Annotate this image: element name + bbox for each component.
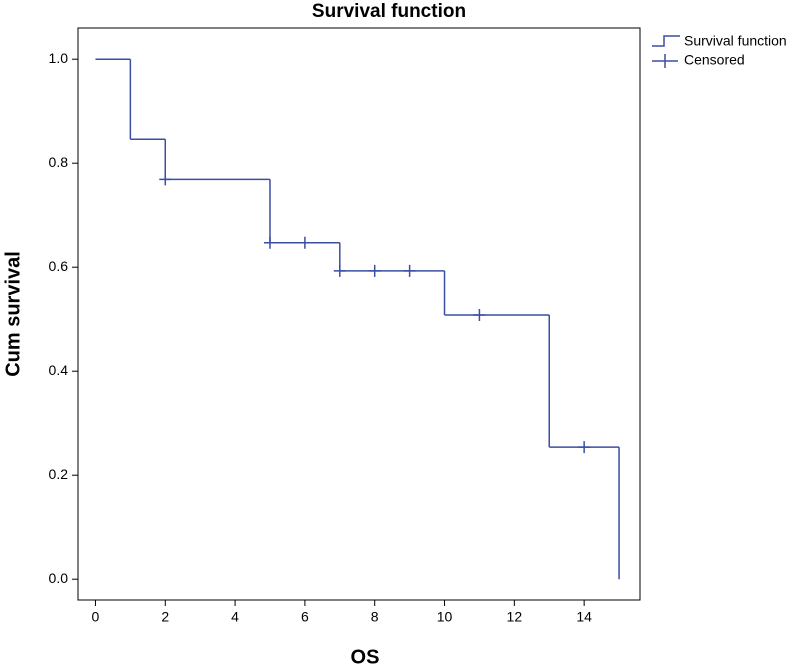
censored-mark	[298, 236, 311, 249]
legend-label: Survival function	[684, 33, 787, 49]
y-tick-label: 0.2	[49, 466, 69, 482]
chart-title: Survival function	[312, 1, 466, 22]
censored-mark	[473, 309, 486, 322]
x-tick-label: 10	[437, 609, 453, 625]
y-tick-label: 0.8	[49, 154, 69, 170]
censored-mark	[368, 264, 381, 277]
x-tick-label: 4	[231, 609, 239, 625]
survival-step	[269, 179, 340, 244]
survival-step	[548, 315, 620, 448]
survival-step	[129, 59, 166, 141]
survival-step	[443, 270, 550, 316]
censored-mark	[263, 236, 276, 249]
x-tick-label: 14	[576, 609, 592, 625]
x-tick-label: 0	[92, 609, 100, 625]
y-tick-label: 0.4	[49, 362, 69, 378]
censored-mark	[159, 173, 172, 186]
censored-mark	[578, 441, 591, 454]
censored-mark	[333, 264, 346, 277]
x-axis-label: OS	[351, 646, 380, 668]
survival-step	[164, 139, 270, 181]
legend-step-icon	[652, 35, 680, 47]
legend-label: Censored	[684, 52, 745, 68]
x-tick-label: 2	[161, 609, 169, 625]
x-tick-label: 12	[507, 609, 523, 625]
y-axis-label: Cum survival	[2, 251, 24, 377]
y-tick-label: 0.6	[49, 258, 69, 274]
legend-censored-icon	[652, 54, 678, 68]
x-tick-label: 6	[301, 609, 309, 625]
plot-frame	[77, 27, 641, 601]
censored-mark	[403, 264, 416, 277]
y-tick-label: 0.0	[49, 570, 69, 586]
survival-step	[339, 242, 445, 272]
x-tick-label: 8	[371, 609, 379, 625]
y-tick-label: 1.0	[49, 50, 69, 66]
